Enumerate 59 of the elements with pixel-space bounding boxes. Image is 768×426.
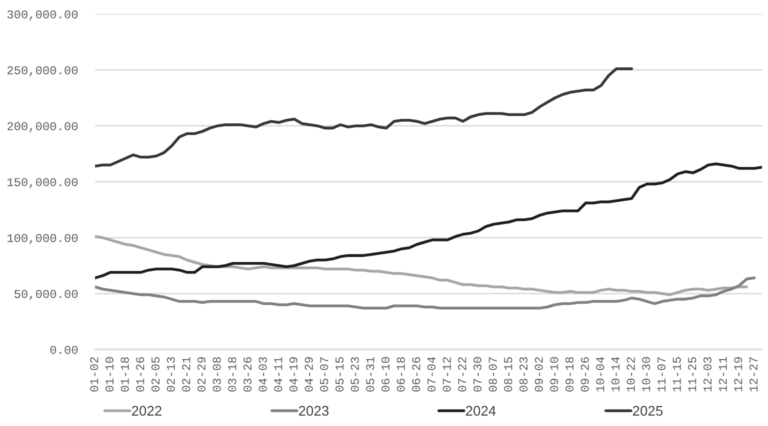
x-tick-label: 03-08 [212, 357, 221, 392]
x-tick-label: 05-31 [366, 357, 374, 392]
x-tick-label: 12-03 [703, 357, 712, 392]
x-tick-label: 03-18 [228, 357, 236, 392]
x-tick-label: 04-03 [258, 357, 267, 392]
x-tick-label: 02-13 [166, 357, 175, 392]
y-tick-label: 50,000.00 [14, 290, 78, 300]
x-tick-label: 02-29 [197, 357, 206, 392]
x-tick-label: 10-22 [626, 357, 635, 392]
x-tick-label: 01-18 [120, 357, 129, 392]
y-tick-label: 100,000.00 [8, 234, 78, 244]
y-tick-label: 0.00 [50, 346, 78, 354]
x-tick-label: 02-05 [151, 357, 160, 392]
x-tick-label: 06-18 [396, 357, 405, 392]
x-tick-label: 01-26 [136, 357, 144, 392]
x-tick-label: 10-04 [596, 357, 604, 392]
x-tick-label: 12-11 [718, 357, 727, 392]
x-tick-label: 05-15 [335, 357, 344, 392]
x-tick-label: 06-26 [412, 357, 420, 392]
x-tick-label: 03-26 [243, 357, 252, 392]
legend-label: 2023 [298, 406, 329, 416]
x-tick-label: 10-14 [611, 357, 620, 392]
x-tick-label: 07-04 [427, 357, 436, 392]
x-tick-label: 07-30 [473, 357, 482, 392]
x-tick-label: 12-19 [734, 357, 742, 392]
x-tick-label: 09-02 [534, 357, 543, 392]
x-tick-label: 04-19 [289, 357, 298, 392]
x-tick-label: 10-30 [642, 357, 650, 392]
legend-label: 2024 [466, 406, 496, 416]
y-tick-label: 250,000.00 [7, 66, 78, 76]
x-tick-label: 09-10 [550, 357, 558, 392]
legend-label: 2025 [632, 406, 663, 416]
y-tick-label: 300,000.00 [7, 10, 78, 20]
line-series [95, 162, 762, 280]
x-tick-label: 08-23 [519, 357, 528, 392]
x-tick-label: 01-10 [105, 357, 114, 392]
legend-label: 2022 [132, 406, 162, 416]
line-series [95, 235, 748, 296]
x-tick-label: 09-18 [565, 357, 574, 392]
x-tick-label: 11-07 [657, 357, 666, 392]
x-tick-label: 11-15 [672, 357, 681, 392]
x-tick-label: 04-11 [274, 357, 282, 392]
x-tick-label: 11-25 [688, 357, 696, 392]
x-tick-label: 01-02 [90, 357, 98, 392]
y-tick-label: 200,000.00 [7, 122, 78, 132]
y-tick-label: 150,000.00 [8, 178, 78, 188]
x-tick-label: 02-21 [182, 357, 190, 392]
line-series [95, 67, 634, 168]
x-tick-label: 06-10 [381, 357, 390, 392]
x-tick-label: 05-07 [320, 357, 328, 392]
x-tick-label: 08-07 [488, 357, 497, 392]
x-tick-label: 05-23 [350, 357, 359, 392]
x-tick-label: 12-27 [749, 357, 758, 392]
x-tick-label: 07-22 [458, 357, 466, 392]
line-series [95, 276, 756, 310]
x-tick-label: 04-29 [304, 357, 313, 392]
x-tick-label: 07-12 [442, 357, 451, 392]
x-tick-label: 08-15 [504, 357, 512, 392]
x-tick-label: 09-26 [580, 357, 589, 392]
